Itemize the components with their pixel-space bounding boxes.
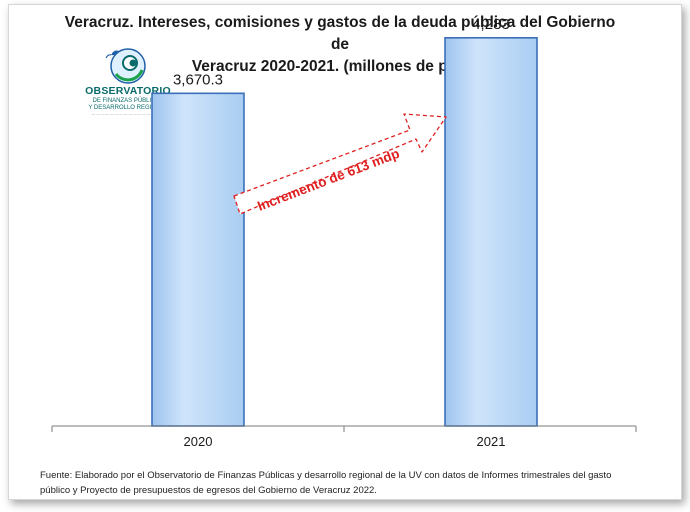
chart-title: Veracruz. Intereses, comisiones y gastos… <box>60 12 620 78</box>
logo-fine-print: — — — — — — — — — — — — — — — — <box>91 112 165 116</box>
source-line-1: Fuente: Elaborado por el Observatorio de… <box>40 470 612 481</box>
labels-layer: 3,670.3 2020 4,283 2021 <box>173 16 510 449</box>
increase-arrow-shape <box>233 113 447 215</box>
bars-layer <box>151 36 538 427</box>
category-label-2020: 2020 <box>184 434 213 449</box>
logo-name: OBSERVATORIO <box>85 85 171 97</box>
bar-2021 <box>444 36 538 427</box>
observatorio-logo-icon <box>105 48 146 84</box>
source-note: Fuente: Elaborado por el Observatorio de… <box>40 468 640 498</box>
title-line-2: Veracruz 2020-2021. (millones de pesos) <box>191 58 489 75</box>
title-line-1: Veracruz. Intereses, comisiones y gastos… <box>64 14 616 53</box>
data-label-2021: 4,283 <box>472 16 510 33</box>
logo-subtitle-line-1: DE FINANZAS PÚBLICAS <box>92 98 164 104</box>
logo-subtitle: DE FINANZAS PÚBLICAS Y DESARROLLO REGION… <box>78 98 178 111</box>
increase-arrow: Incremento de 613 mdp <box>233 113 447 215</box>
logo-subtitle-line-2: Y DESARROLLO REGIONAL <box>88 104 168 111</box>
bar-2020 <box>151 92 245 427</box>
observatorio-logo: OBSERVATORIO DE FINANZAS PÚBLICAS Y DESA… <box>78 44 178 124</box>
source-line-2: público y Proyecto de presupuestos de eg… <box>40 485 377 496</box>
chart-card <box>8 4 682 500</box>
category-label-2021: 2021 <box>477 434 506 449</box>
data-label-2020: 3,670.3 <box>173 71 223 88</box>
